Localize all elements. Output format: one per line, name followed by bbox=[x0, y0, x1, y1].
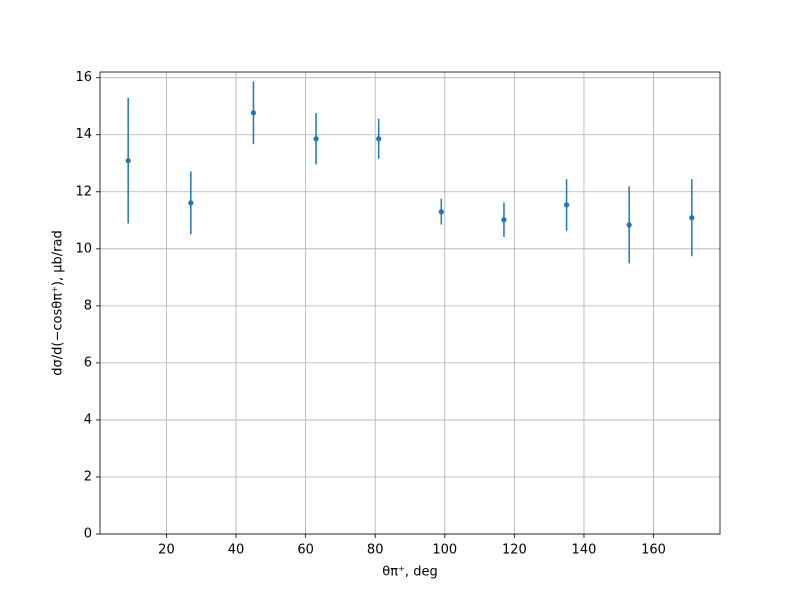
y-tick-label: 2 bbox=[84, 469, 92, 484]
y-tick-label: 16 bbox=[75, 70, 92, 85]
y-tick-label: 8 bbox=[84, 298, 92, 313]
y-tick-label: 0 bbox=[84, 527, 92, 542]
data-point bbox=[689, 215, 695, 221]
data-point bbox=[626, 222, 632, 228]
plot-frame bbox=[99, 71, 721, 535]
x-tick-label: 20 bbox=[158, 543, 175, 558]
x-tick-label: 100 bbox=[432, 543, 457, 558]
y-tick-label: 10 bbox=[75, 241, 92, 256]
y-tick-label: 6 bbox=[84, 355, 92, 370]
x-tick-label: 140 bbox=[572, 543, 597, 558]
x-tick-label: 60 bbox=[297, 543, 314, 558]
data-point bbox=[563, 202, 570, 208]
data-point bbox=[188, 200, 194, 206]
x-tick-label: 80 bbox=[367, 543, 384, 558]
data-point bbox=[376, 136, 382, 142]
data-point bbox=[313, 136, 319, 142]
y-tick-label: 14 bbox=[75, 127, 92, 142]
y-tick-label: 12 bbox=[75, 184, 92, 199]
x-tick-label: 160 bbox=[641, 543, 666, 558]
y-axis-label: dσ/d(−cosθπ⁺), μb/rad bbox=[51, 230, 66, 375]
data-point bbox=[250, 110, 257, 116]
x-tick-label: 40 bbox=[228, 543, 245, 558]
y-tick-label: 4 bbox=[84, 412, 92, 427]
x-axis-label: θπ⁺, deg bbox=[382, 565, 437, 580]
x-tick-label: 120 bbox=[502, 543, 527, 558]
data-point bbox=[125, 158, 131, 164]
data-point bbox=[501, 217, 507, 223]
data-point bbox=[438, 209, 444, 215]
